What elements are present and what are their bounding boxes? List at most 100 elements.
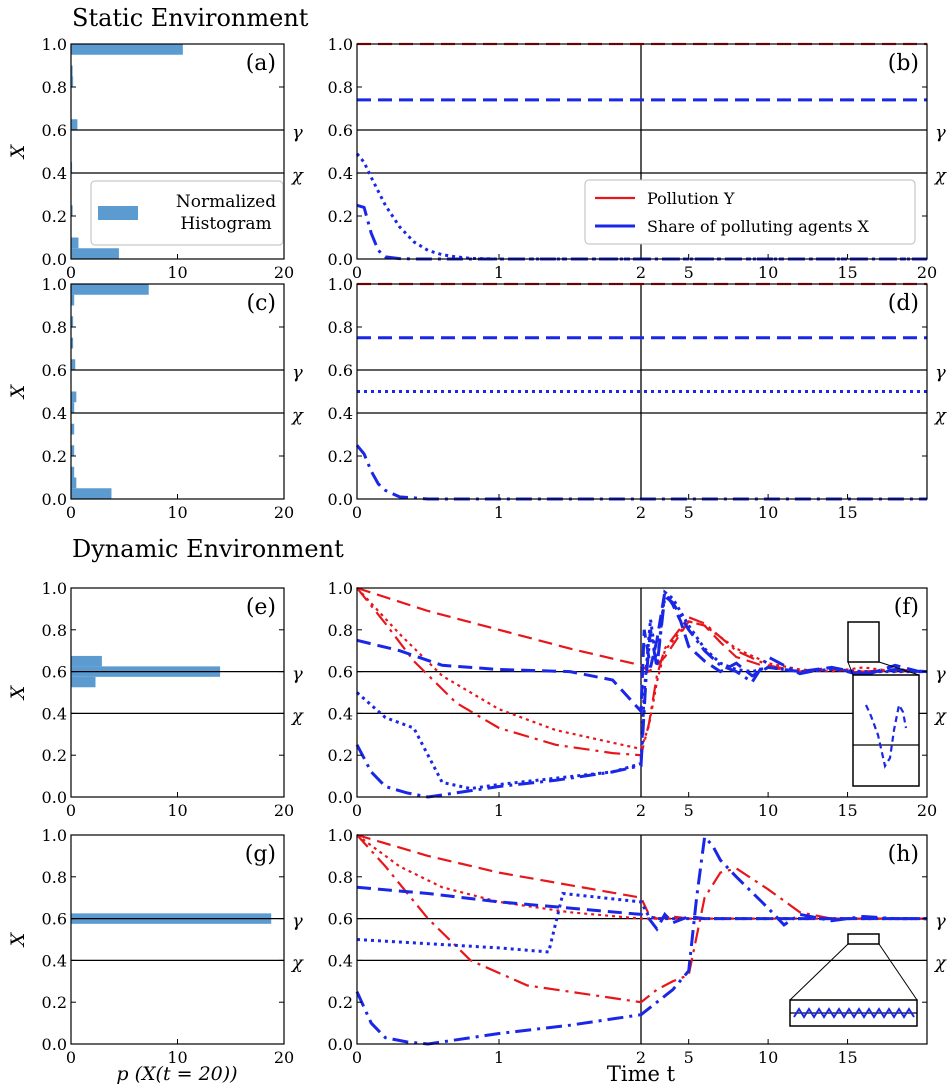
y-tick-label-b: 1.0 bbox=[328, 35, 353, 54]
x-tick-label-f: 10 bbox=[758, 801, 778, 820]
plots-layer: 0 10 200.00.20.40.60.81.0(a)XγχNormalizedH… bbox=[7, 35, 947, 1067]
legend-pollution-text: Pollution Y bbox=[647, 189, 735, 208]
chi-label-h: χ bbox=[933, 952, 947, 973]
x-tick-label-h: 10 bbox=[758, 1048, 778, 1067]
panel-label-e: (e) bbox=[246, 595, 276, 620]
chi-label-b: χ bbox=[933, 165, 947, 186]
histogram-legend-swatch bbox=[98, 206, 138, 220]
y-tick-label-d: 0.0 bbox=[328, 490, 353, 509]
y-tick-label-c: 1.0 bbox=[42, 275, 67, 294]
y-tick-label-b: 0.2 bbox=[328, 207, 353, 226]
y-tick-label-c: 0.8 bbox=[42, 318, 67, 337]
zoom-connector-h bbox=[789, 943, 849, 1001]
dynamic-environment-title: Dynamic Environment bbox=[72, 535, 344, 563]
y-tick-label-e: 1.0 bbox=[42, 579, 67, 598]
gamma-label-d: γ bbox=[935, 362, 946, 383]
histogram-bar-a bbox=[71, 65, 73, 77]
histogram-bar-a bbox=[71, 237, 79, 249]
series-line-h-share-dashed bbox=[356, 885, 927, 932]
y-tick-label-b: 0.6 bbox=[328, 121, 353, 140]
x-tick-label-c: 20 bbox=[274, 503, 294, 522]
x-tick-label-d: 2 bbox=[636, 503, 646, 522]
series-line-d-share-dashdot bbox=[355, 444, 927, 501]
zoom-connector-f bbox=[847, 661, 854, 676]
histogram-bar-c bbox=[71, 391, 77, 403]
panel-label-c: (c) bbox=[247, 291, 277, 316]
panel-label-d: (d) bbox=[888, 291, 919, 316]
histogram-bar-a bbox=[71, 248, 119, 259]
axes-frame-b bbox=[356, 43, 928, 260]
x-tick-label-c: 0 bbox=[66, 503, 76, 522]
x-tick-label-e: 0 bbox=[66, 801, 76, 820]
histogram-bar-c bbox=[71, 316, 74, 327]
x-tick-label-d: 5 bbox=[684, 503, 694, 522]
x-tick-label-b: 2 bbox=[636, 263, 646, 282]
y-tick-label-a: 0.2 bbox=[42, 207, 67, 226]
histogram-bar-c bbox=[71, 477, 77, 489]
y-tick-label-d: 0.6 bbox=[328, 361, 353, 380]
series-line-f-pollution-dashdot bbox=[356, 587, 928, 757]
y-tick-label-b: 0.8 bbox=[328, 78, 353, 97]
y-tick-label-g: 0.4 bbox=[42, 951, 67, 970]
static-environment-title: Static Environment bbox=[72, 4, 309, 32]
histogram-bar-c bbox=[71, 466, 75, 478]
y-tick-label-b: 0.4 bbox=[328, 164, 353, 183]
gamma-label-b: γ bbox=[935, 122, 946, 143]
chi-label-f: χ bbox=[933, 705, 947, 726]
x-tick-label-d: 1 bbox=[494, 503, 504, 522]
gamma-label-g: γ bbox=[292, 911, 303, 932]
inset-series-f bbox=[864, 701, 908, 769]
y-tick-label-a: 0.8 bbox=[42, 78, 67, 97]
x-tick-label-h: 2 bbox=[636, 1048, 646, 1067]
x-tick-label-a: 10 bbox=[167, 263, 187, 282]
y-axis-label-e: X bbox=[7, 684, 29, 701]
y-tick-label-g: 0.8 bbox=[42, 868, 67, 887]
x-tick-label-h: 1 bbox=[494, 1048, 504, 1067]
histogram-legend-box bbox=[90, 180, 284, 246]
zoom-connector-h bbox=[878, 943, 918, 1001]
x-tick-label-b: 10 bbox=[758, 263, 778, 282]
y-axis-label-g: X bbox=[7, 931, 29, 948]
axes-frame-h bbox=[356, 834, 928, 1045]
y-tick-label-g: 1.0 bbox=[42, 826, 67, 845]
gamma-label-f: γ bbox=[935, 664, 946, 685]
y-tick-label-f: 0.0 bbox=[328, 788, 353, 807]
y-tick-label-h: 0.2 bbox=[328, 993, 353, 1012]
histogram-legend-text: Histogram bbox=[180, 214, 271, 234]
histogram-legend-text: Normalized bbox=[176, 192, 276, 212]
gamma-label-h: γ bbox=[935, 911, 946, 932]
x-axis-label-time: Time t bbox=[607, 1062, 676, 1086]
legend-share-text: Share of polluting agents X bbox=[647, 217, 870, 236]
chi-label-e: χ bbox=[290, 705, 304, 726]
y-tick-label-h: 0.0 bbox=[328, 1035, 353, 1054]
x-tick-label-f: 5 bbox=[684, 801, 694, 820]
histogram-bar-c bbox=[71, 359, 76, 370]
histogram-bar-c bbox=[71, 402, 75, 413]
y-tick-label-f: 0.8 bbox=[328, 621, 353, 640]
histogram-bar-e bbox=[71, 655, 102, 667]
y-tick-label-f: 1.0 bbox=[328, 579, 353, 598]
chi-label-g: χ bbox=[290, 952, 304, 973]
y-tick-label-h: 1.0 bbox=[328, 826, 353, 845]
y-tick-label-g: 0.0 bbox=[42, 1035, 67, 1054]
x-tick-label-b: 5 bbox=[684, 263, 694, 282]
x-axis-label-histogram: p (X(t = 20)) bbox=[116, 1063, 237, 1085]
y-tick-label-h: 0.6 bbox=[328, 910, 353, 929]
x-tick-label-f: 0 bbox=[352, 801, 362, 820]
x-tick-label-b: 15 bbox=[837, 263, 857, 282]
gamma-label-c: γ bbox=[292, 362, 303, 383]
y-tick-label-d: 0.2 bbox=[328, 447, 353, 466]
x-tick-label-h: 5 bbox=[684, 1048, 694, 1067]
y-tick-label-d: 0.8 bbox=[328, 318, 353, 337]
chi-label-d: χ bbox=[933, 405, 947, 426]
y-tick-label-a: 0.4 bbox=[42, 164, 67, 183]
y-tick-label-d: 1.0 bbox=[328, 275, 353, 294]
x-tick-label-f: 15 bbox=[837, 801, 857, 820]
x-tick-label-g: 20 bbox=[274, 1048, 294, 1067]
histogram-bar-e bbox=[71, 676, 96, 688]
panel-label-b: (b) bbox=[888, 51, 919, 76]
time-legend-box bbox=[584, 179, 916, 245]
histogram-bar-c bbox=[71, 488, 112, 499]
y-tick-label-a: 1.0 bbox=[42, 35, 67, 54]
